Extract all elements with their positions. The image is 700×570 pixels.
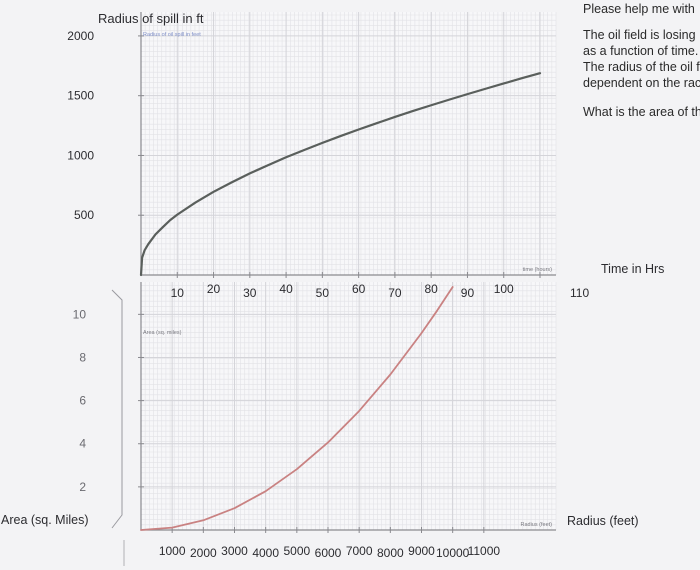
grid-layer <box>140 12 557 531</box>
x-tick-label-1-100: 100 <box>494 282 514 296</box>
inner-label-2: Area (sq. miles) <box>143 330 182 336</box>
y-tick-label-2-10: 10 <box>73 307 87 321</box>
x-tick-label-1-60: 60 <box>352 282 366 296</box>
x-tick-label-1-30: 30 <box>243 286 257 300</box>
x-tick-label-1-70: 70 <box>388 286 402 300</box>
y-tick-label-2-6: 6 <box>79 394 86 408</box>
x-tick-label-1-80: 80 <box>425 282 439 296</box>
y-axis-label-2: Area (sq. Miles) <box>1 513 89 527</box>
x-axis-label-1: Time in Hrs <box>601 262 664 276</box>
y-tick-label-1-2000: 2000 <box>67 29 94 43</box>
y-tick-label-1-1000: 1000 <box>67 148 94 162</box>
series-line-2-1 <box>140 286 454 531</box>
axis-bracket-decoration <box>111 289 123 529</box>
x-tick-label-2-5000: 5000 <box>283 544 310 558</box>
x-tick-label-2-4000: 4000 <box>252 546 279 560</box>
side-panel-question: What is the area of th <box>583 105 700 119</box>
x-tick-label-1-40: 40 <box>279 282 293 296</box>
chart-title: Radius of spill in ft <box>98 11 204 26</box>
label-layer: 10 20 30 40 50 60 70 80 90 100 110 500 1000 1500 2000 R… <box>1 11 664 560</box>
side-panel-line-3: The radius of the oil f <box>583 60 700 74</box>
x-tick-label-1-110: 110 <box>570 286 589 300</box>
x-tick-label-2-8000: 8000 <box>377 546 404 560</box>
x-tick-label-2-9000: 9000 <box>408 544 435 558</box>
x-tick-label-1-90: 90 <box>461 286 475 300</box>
curve-layer <box>139 72 542 531</box>
inner-xlabel-2: Radius (feet) <box>521 522 553 528</box>
x-tick-label-2-6000: 6000 <box>315 546 342 560</box>
side-panel-line-1: The oil field is losing <box>583 28 696 42</box>
x-tick-label-2-7000: 7000 <box>346 544 373 558</box>
side-panel-heading: Please help me with <box>583 2 695 16</box>
side-panel-line-2: as a function of time. <box>583 44 699 58</box>
x-tick-label-1-50: 50 <box>316 286 330 300</box>
y-tick-label-2-2: 2 <box>79 480 86 494</box>
x-tick-label-2-10000: 10000 <box>436 546 470 560</box>
x-tick-label-2-2000: 2000 <box>190 546 217 560</box>
y-tick-label-2-4: 4 <box>79 437 86 451</box>
side-panel-line-4: dependent on the rac <box>583 76 700 90</box>
y-tick-label-1-500: 500 <box>74 208 94 222</box>
x-tick-label-2-3000: 3000 <box>221 544 248 558</box>
y-tick-label-1-1500: 1500 <box>67 89 94 103</box>
x-tick-label-2-11000: 11000 <box>468 544 501 558</box>
x-axis-label-2: Radius (feet) <box>567 514 639 528</box>
x-tick-label-2-1000: 1000 <box>159 544 186 558</box>
axis-layer <box>111 12 556 566</box>
x-tick-label-1-10: 10 <box>171 286 185 300</box>
x-tick-label-1-20: 20 <box>207 282 221 296</box>
y-tick-label-2-8: 8 <box>79 350 86 364</box>
inner-xlabel-1: time (hours) <box>523 267 553 273</box>
series-line-1-1 <box>139 72 542 277</box>
inner-label-1: Radius of oil spill in feet <box>143 32 201 38</box>
